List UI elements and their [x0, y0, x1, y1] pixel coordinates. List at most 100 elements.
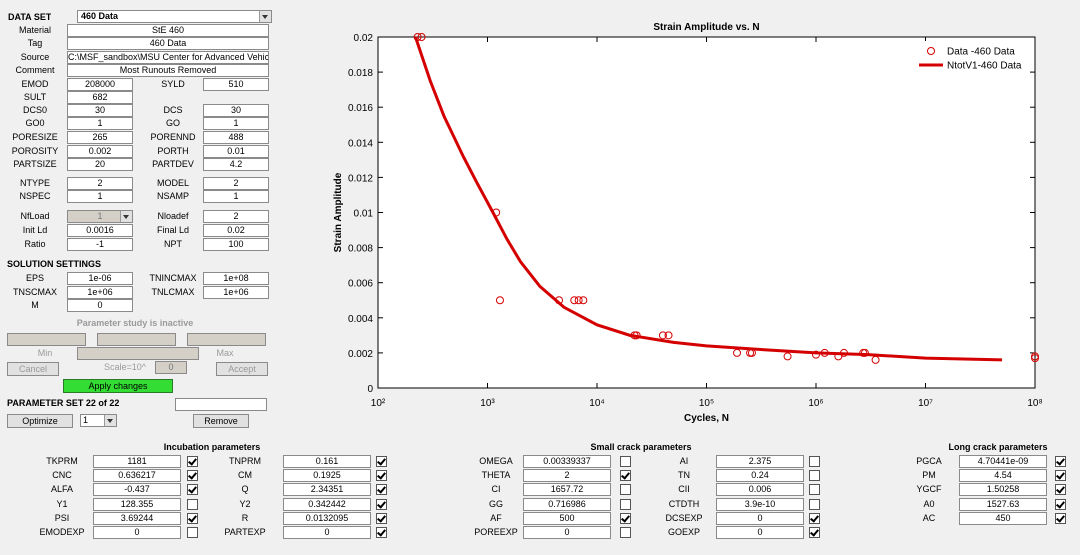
text-field[interactable]: 1e-06 — [67, 272, 133, 285]
checkbox[interactable] — [376, 484, 387, 496]
remove-button[interactable]: Remove — [193, 414, 249, 428]
param-field[interactable]: 0.006 — [716, 483, 804, 497]
checkbox[interactable] — [376, 527, 387, 538]
param-field[interactable]: 0.161 — [283, 455, 371, 468]
param-field[interactable]: 3.9e-10 — [716, 497, 804, 511]
checkbox[interactable] — [187, 498, 198, 510]
checkbox[interactable] — [809, 456, 820, 467]
text-field[interactable]: 30 — [203, 104, 269, 117]
param-field[interactable]: 4.54 — [959, 469, 1047, 483]
text-field[interactable]: 0.0016 — [67, 224, 133, 237]
text-field[interactable]: 1e+06 — [67, 286, 133, 299]
scale-field[interactable]: 0 — [155, 361, 187, 374]
text-field[interactable]: 1 — [67, 190, 133, 203]
text-field[interactable]: 100 — [203, 238, 269, 251]
checkbox[interactable] — [620, 498, 631, 510]
checkbox[interactable] — [187, 470, 198, 482]
param-field[interactable]: 3.69244 — [93, 511, 181, 525]
accept-button[interactable]: Accept — [216, 362, 268, 376]
text-field[interactable]: 460 Data — [67, 37, 269, 51]
text-field[interactable]: 1 — [203, 190, 269, 203]
optimize-button[interactable]: Optimize — [7, 414, 73, 428]
checkbox[interactable] — [809, 498, 820, 510]
checkbox[interactable] — [620, 456, 631, 467]
param-field[interactable]: 0 — [93, 526, 181, 539]
slider[interactable] — [77, 347, 199, 360]
param-field[interactable]: 0.24 — [716, 469, 804, 483]
cancel-button[interactable]: Cancel — [7, 362, 59, 376]
text-field[interactable]: -1 — [67, 238, 133, 251]
checkbox[interactable] — [187, 527, 198, 538]
param-field[interactable]: 1181 — [93, 455, 181, 468]
param-field[interactable]: 0.1925 — [283, 469, 371, 483]
checkbox[interactable] — [187, 512, 198, 524]
param-field[interactable]: 500 — [523, 511, 611, 525]
param-slider[interactable] — [175, 398, 267, 411]
text-field[interactable]: 1e+06 — [203, 286, 269, 299]
param-field[interactable]: 4.70441e-09 — [959, 455, 1047, 468]
checkbox[interactable] — [620, 512, 631, 524]
text-field[interactable]: 20 — [67, 158, 133, 171]
checkbox[interactable] — [1055, 470, 1066, 482]
checkbox[interactable] — [1055, 456, 1066, 467]
text-field[interactable]: 2 — [203, 177, 269, 190]
param-field[interactable]: 2 — [523, 469, 611, 483]
checkbox[interactable] — [809, 527, 820, 538]
param-field[interactable]: -0.437 — [93, 483, 181, 497]
checkbox[interactable] — [376, 470, 387, 482]
text-field[interactable]: 488 — [203, 131, 269, 144]
text-field[interactable]: 0.01 — [203, 145, 269, 158]
text-field[interactable]: 0.02 — [203, 224, 269, 237]
text-field[interactable]: Most Runouts Removed — [67, 63, 269, 77]
text-field[interactable]: 2 — [203, 210, 269, 223]
checkbox[interactable] — [187, 456, 198, 467]
param-field[interactable]: 2.375 — [716, 455, 804, 468]
text-field[interactable]: 208000 — [67, 78, 133, 91]
param-field[interactable]: 0.00339337 — [523, 455, 611, 468]
param-field[interactable]: 0 — [523, 526, 611, 539]
checkbox[interactable] — [809, 512, 820, 524]
checkbox[interactable] — [187, 484, 198, 496]
checkbox[interactable] — [1055, 512, 1066, 524]
checkbox[interactable] — [1055, 484, 1066, 496]
param-field[interactable]: 1527.63 — [959, 497, 1047, 511]
text-field[interactable]: 1 — [67, 210, 133, 223]
apply-button[interactable]: Apply changes — [63, 379, 173, 393]
param-field[interactable]: 0.0132095 — [283, 511, 371, 525]
param-field[interactable]: 0.342442 — [283, 497, 371, 511]
set-dropdown[interactable]: 1 — [80, 414, 117, 427]
checkbox[interactable] — [620, 470, 631, 482]
checkbox[interactable] — [620, 484, 631, 496]
param-field[interactable]: 450 — [959, 511, 1047, 525]
text-field[interactable]: 510 — [203, 78, 269, 91]
text-field[interactable]: C:\MSF_sandbox\MSU Center for Advanced V… — [67, 50, 269, 64]
text-field[interactable]: 0 — [67, 299, 133, 312]
param-field[interactable]: 0 — [716, 526, 804, 539]
checkbox[interactable] — [376, 456, 387, 467]
param-field[interactable]: 0 — [716, 511, 804, 525]
text-field[interactable]: 2 — [67, 177, 133, 190]
checkbox[interactable] — [809, 484, 820, 496]
text-field[interactable]: 1 — [67, 117, 133, 130]
param-field[interactable]: 0.716986 — [523, 497, 611, 511]
checkbox[interactable] — [1055, 498, 1066, 510]
param-field[interactable]: 1657.72 — [523, 483, 611, 497]
checkbox[interactable] — [376, 512, 387, 524]
text-field[interactable]: StE 460 — [67, 24, 269, 37]
text-field[interactable]: 265 — [67, 131, 133, 144]
checkbox[interactable] — [620, 527, 631, 538]
text-field[interactable]: 1e+08 — [203, 272, 269, 285]
text-field[interactable]: 0.002 — [67, 145, 133, 158]
checkbox[interactable] — [809, 470, 820, 482]
param-field[interactable]: 0.636217 — [93, 469, 181, 483]
checkbox[interactable] — [376, 498, 387, 510]
text-field[interactable]: 1 — [203, 117, 269, 130]
param-field[interactable]: 2.34351 — [283, 483, 371, 497]
dataset-dropdown[interactable]: 460 Data — [77, 10, 272, 23]
text-field[interactable]: 682 — [67, 91, 133, 104]
text-field[interactable]: 4.2 — [203, 158, 269, 171]
param-field[interactable]: 1.50258 — [959, 483, 1047, 497]
param-field[interactable]: 0 — [283, 526, 371, 539]
text-field[interactable]: 30 — [67, 104, 133, 117]
param-field[interactable]: 128.355 — [93, 497, 181, 511]
